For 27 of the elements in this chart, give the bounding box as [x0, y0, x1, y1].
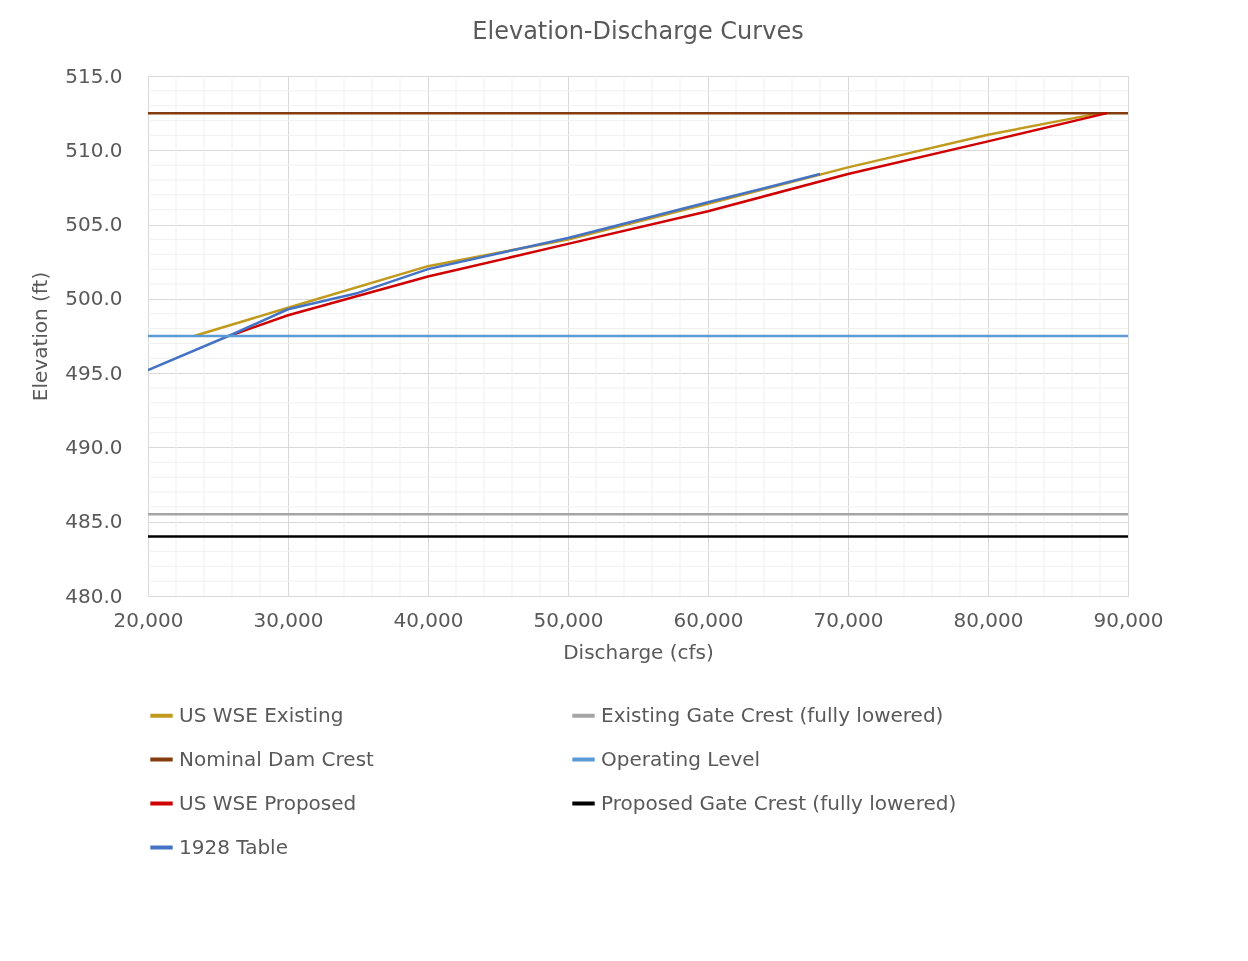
legend-label: US WSE Existing — [179, 702, 344, 727]
y-tick-label: 495.0 — [65, 360, 123, 385]
legend-label: Nominal Dam Crest — [179, 746, 375, 771]
legend-label: Existing Gate Crest (fully lowered) — [601, 702, 944, 727]
y-tick-label: 500.0 — [65, 286, 123, 311]
y-tick-label: 490.0 — [65, 434, 123, 459]
x-tick-label: 40,000 — [393, 607, 464, 632]
line-series — [148, 172, 822, 372]
x-tick-label: 70,000 — [813, 607, 884, 632]
y-tick-label: 485.0 — [65, 509, 123, 534]
x-tick-label: 50,000 — [533, 607, 604, 632]
legend-label: 1928 Table — [179, 834, 288, 859]
y-tick-label: 515.0 — [65, 63, 123, 88]
legend-label: Operating Level — [601, 746, 761, 771]
chart-title: Elevation-Discharge Curves — [472, 17, 804, 45]
legend-label: US WSE Proposed — [179, 790, 357, 815]
y-tick-label: 480.0 — [65, 583, 123, 608]
x-tick-label: 90,000 — [1093, 607, 1164, 632]
y-tick-label: 505.0 — [65, 212, 123, 237]
x-tick-label: 60,000 — [673, 607, 744, 632]
y-tick-label: 510.0 — [65, 137, 123, 162]
x-axis-title: Discharge (cfs) — [563, 639, 714, 664]
x-tick-label: 30,000 — [253, 607, 324, 632]
x-tick-label: 80,000 — [953, 607, 1024, 632]
y-axis-title: Elevation (ft) — [28, 271, 53, 402]
x-tick-label: 20,000 — [113, 607, 184, 632]
legend-label: Proposed Gate Crest (fully lowered) — [601, 790, 957, 815]
